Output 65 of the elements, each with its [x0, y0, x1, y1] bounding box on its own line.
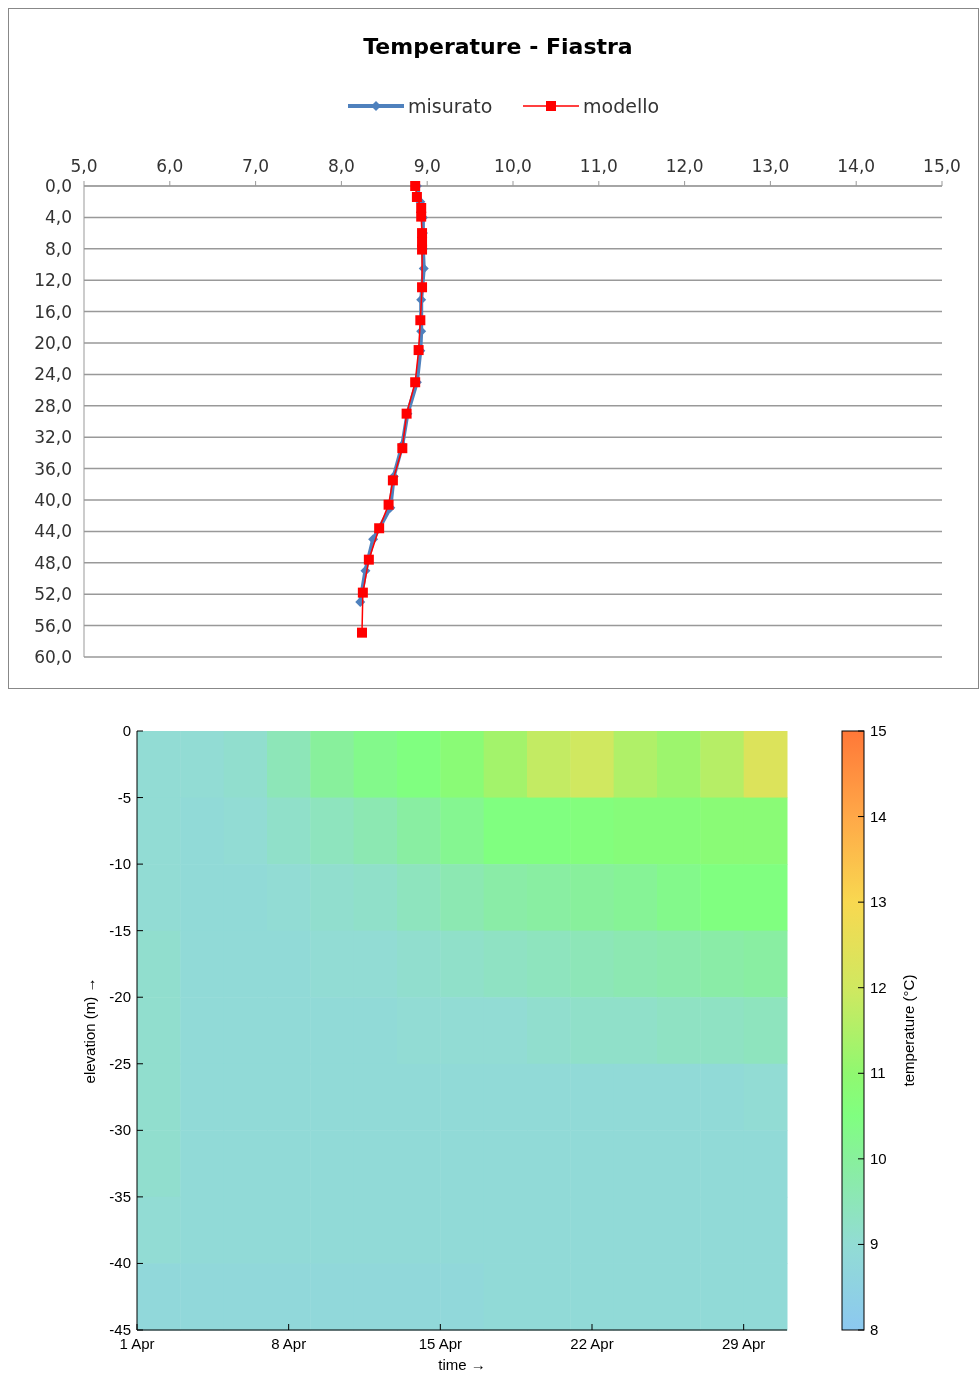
- legend-label: modello: [583, 95, 660, 117]
- chart-title: Temperature - Fiastra: [363, 34, 633, 59]
- y-tick-label: 0: [122, 722, 131, 739]
- color-bar-label: 9: [870, 1235, 879, 1253]
- x-tick-label: 8,0: [327, 156, 355, 176]
- x-tick-label: 14,0: [837, 156, 876, 176]
- y-tick-label: -20: [109, 988, 131, 1006]
- color-bar-label: 10: [870, 1149, 887, 1167]
- x-tick-label: 10,0: [494, 156, 532, 176]
- point: [374, 523, 385, 534]
- color-bar-label: 14: [870, 807, 887, 825]
- legend-label: misurato: [408, 95, 493, 117]
- y-tick-label: 52,0: [34, 584, 72, 605]
- x-tick-label: 13,0: [751, 156, 790, 176]
- point: [357, 587, 368, 598]
- y-tick-label: 48,0: [34, 552, 72, 573]
- x-tick-label: 12,0: [665, 156, 704, 176]
- x-tick-label: 5,0: [70, 156, 98, 176]
- x-axis-title: time →: [438, 1356, 486, 1373]
- y-tick-label: -45: [109, 1321, 131, 1338]
- y-axis-title: elevation (m) →: [81, 977, 98, 1084]
- point: [356, 627, 367, 638]
- point: [411, 191, 422, 202]
- y-tick-label: -5: [117, 788, 131, 806]
- y-tick-label: -15: [109, 921, 131, 939]
- point: [415, 315, 426, 326]
- color-bar-label: 15: [870, 722, 887, 739]
- y-tick-label: 40,0: [34, 490, 72, 510]
- y-tick-label: 16,0: [34, 301, 72, 322]
- x-tick-label: 8 Apr: [271, 1335, 307, 1352]
- y-tick-label: -35: [109, 1187, 131, 1205]
- y-tick-label: 4,0: [44, 207, 72, 228]
- x-tick-label: 9,0: [413, 156, 441, 176]
- y-tick-label: 32,0: [34, 427, 72, 448]
- x-tick-label: 15,0: [923, 156, 961, 176]
- point: [416, 202, 427, 213]
- y-tick-label: 44,0: [34, 521, 72, 542]
- y-tick-label: 0,0: [44, 176, 72, 196]
- point: [387, 475, 398, 486]
- y-tick-label: 36,0: [34, 458, 72, 479]
- x-tick-label: 22 Apr: [570, 1335, 614, 1352]
- y-tick-label: 56,0: [34, 615, 72, 636]
- point: [363, 554, 374, 565]
- x-tick-label: 6,0: [156, 156, 184, 176]
- y-tick-label: 12,0: [34, 270, 72, 291]
- y-tick-label: 24,0: [34, 364, 72, 385]
- x-tick-label: 1 Apr: [119, 1335, 155, 1352]
- y-tick-label: 28,0: [34, 395, 72, 416]
- y-tick-label: 20,0: [34, 333, 72, 353]
- y-tick-label: -40: [109, 1254, 131, 1272]
- color-bar-title: temperature (°C): [900, 974, 917, 1087]
- color-bar-label: 13: [870, 893, 887, 911]
- y-tick-label: -10: [109, 855, 131, 873]
- y-tick-label: 60,0: [34, 647, 72, 667]
- x-tick-label: 11,0: [579, 156, 618, 176]
- color-bar-label: 12: [870, 978, 887, 996]
- point: [417, 282, 428, 293]
- color-bar-label: 8: [870, 1321, 879, 1338]
- color-bar-label: 11: [870, 1064, 886, 1082]
- x-tick-label: 29 Apr: [721, 1335, 766, 1352]
- y-tick-label: -25: [109, 1054, 131, 1072]
- x-tick-label: 7,0: [242, 156, 270, 176]
- y-tick-label: -30: [109, 1121, 131, 1139]
- x-tick-label: 15 Apr: [418, 1335, 463, 1352]
- y-tick-label: 8,0: [44, 238, 72, 259]
